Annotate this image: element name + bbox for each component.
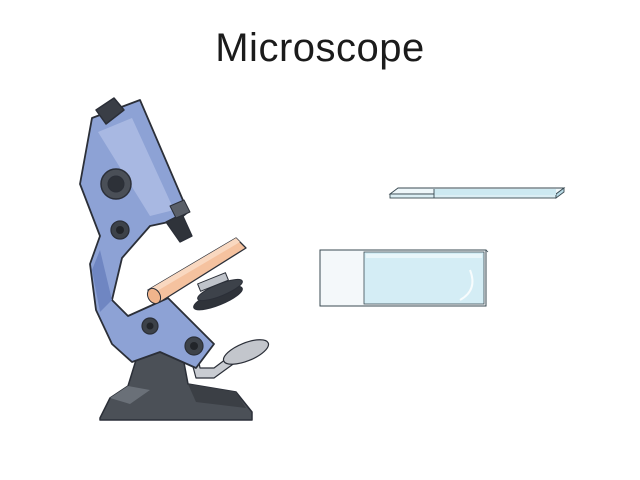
slide-title: Microscope bbox=[215, 26, 425, 70]
eyepiece bbox=[95, 97, 125, 125]
glass-slide-side-view-icon bbox=[388, 187, 566, 199]
microscope-icon bbox=[79, 97, 270, 421]
glass-slide-with-cover-slip-icon bbox=[319, 249, 489, 307]
lever-knob bbox=[222, 339, 270, 365]
stage-knob-2 bbox=[184, 336, 204, 356]
stage-knob-1 bbox=[141, 317, 159, 335]
coarse-focus-knob bbox=[100, 168, 132, 200]
fine-focus-knob bbox=[110, 220, 130, 240]
